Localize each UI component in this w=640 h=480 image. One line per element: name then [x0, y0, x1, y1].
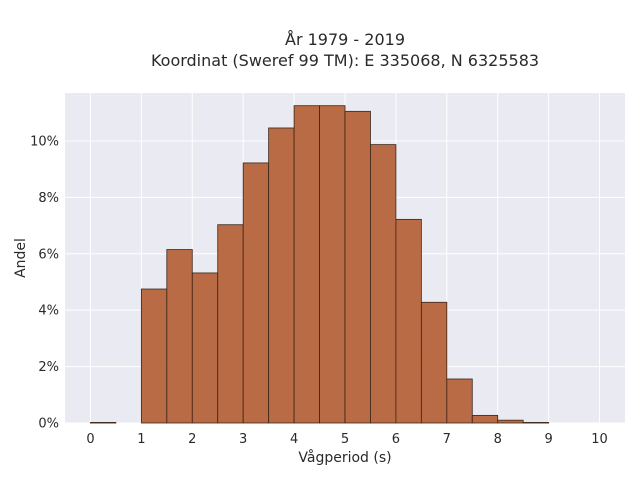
- histogram-bar: [242, 162, 270, 424]
- y-tick-label: 6%: [38, 247, 59, 262]
- x-tick-label: 0: [86, 432, 94, 447]
- y-tick-label: 0%: [38, 417, 59, 432]
- histogram-bar: [319, 105, 346, 424]
- histogram-bar: [370, 144, 397, 424]
- x-axis-ticks: 0 1 2 3 4 5 6 7 8 9 10: [86, 432, 608, 447]
- x-tick-label: 10: [591, 432, 608, 447]
- x-tick-label: 3: [239, 432, 247, 447]
- x-tick-label: 1: [137, 432, 145, 447]
- histogram-bar: [90, 422, 117, 424]
- histogram-bar: [293, 105, 320, 424]
- histogram-bar: [166, 249, 193, 424]
- y-tick-label: 4%: [38, 304, 59, 319]
- chart-title-line-2: Koordinat (Sweref 99 TM): E 335068, N 63…: [151, 51, 539, 70]
- y-tick-label: 8%: [38, 191, 59, 206]
- x-tick-label: 7: [443, 432, 451, 447]
- histogram-bars: [90, 105, 550, 424]
- histogram-bar: [217, 224, 244, 424]
- histogram-bar: [268, 127, 295, 424]
- x-tick-label: 8: [494, 432, 502, 447]
- histogram-bar: [395, 218, 422, 424]
- x-tick-label: 6: [392, 432, 400, 447]
- x-tick-label: 9: [544, 432, 552, 447]
- x-axis-label: Vågperiod (s): [298, 449, 391, 466]
- x-tick-label: 2: [188, 432, 196, 447]
- histogram-bar: [420, 301, 448, 424]
- histogram-bar: [446, 378, 473, 424]
- histogram-bar: [140, 288, 168, 424]
- y-axis-label: Andel: [13, 238, 29, 278]
- histogram-bar: [344, 110, 371, 424]
- y-axis-ticks: 0% 2% 4% 6% 8% 10%: [30, 134, 59, 431]
- y-tick-label: 2%: [38, 360, 59, 375]
- histogram-bar: [471, 414, 499, 424]
- histogram-bar: [191, 272, 219, 424]
- histogram-bar: [497, 419, 524, 424]
- x-tick-label: 5: [341, 432, 349, 447]
- y-tick-label: 10%: [30, 134, 59, 149]
- x-tick-label: 4: [290, 432, 298, 447]
- chart-title-line-1: År 1979 - 2019: [285, 30, 405, 49]
- histogram-bar: [522, 422, 550, 424]
